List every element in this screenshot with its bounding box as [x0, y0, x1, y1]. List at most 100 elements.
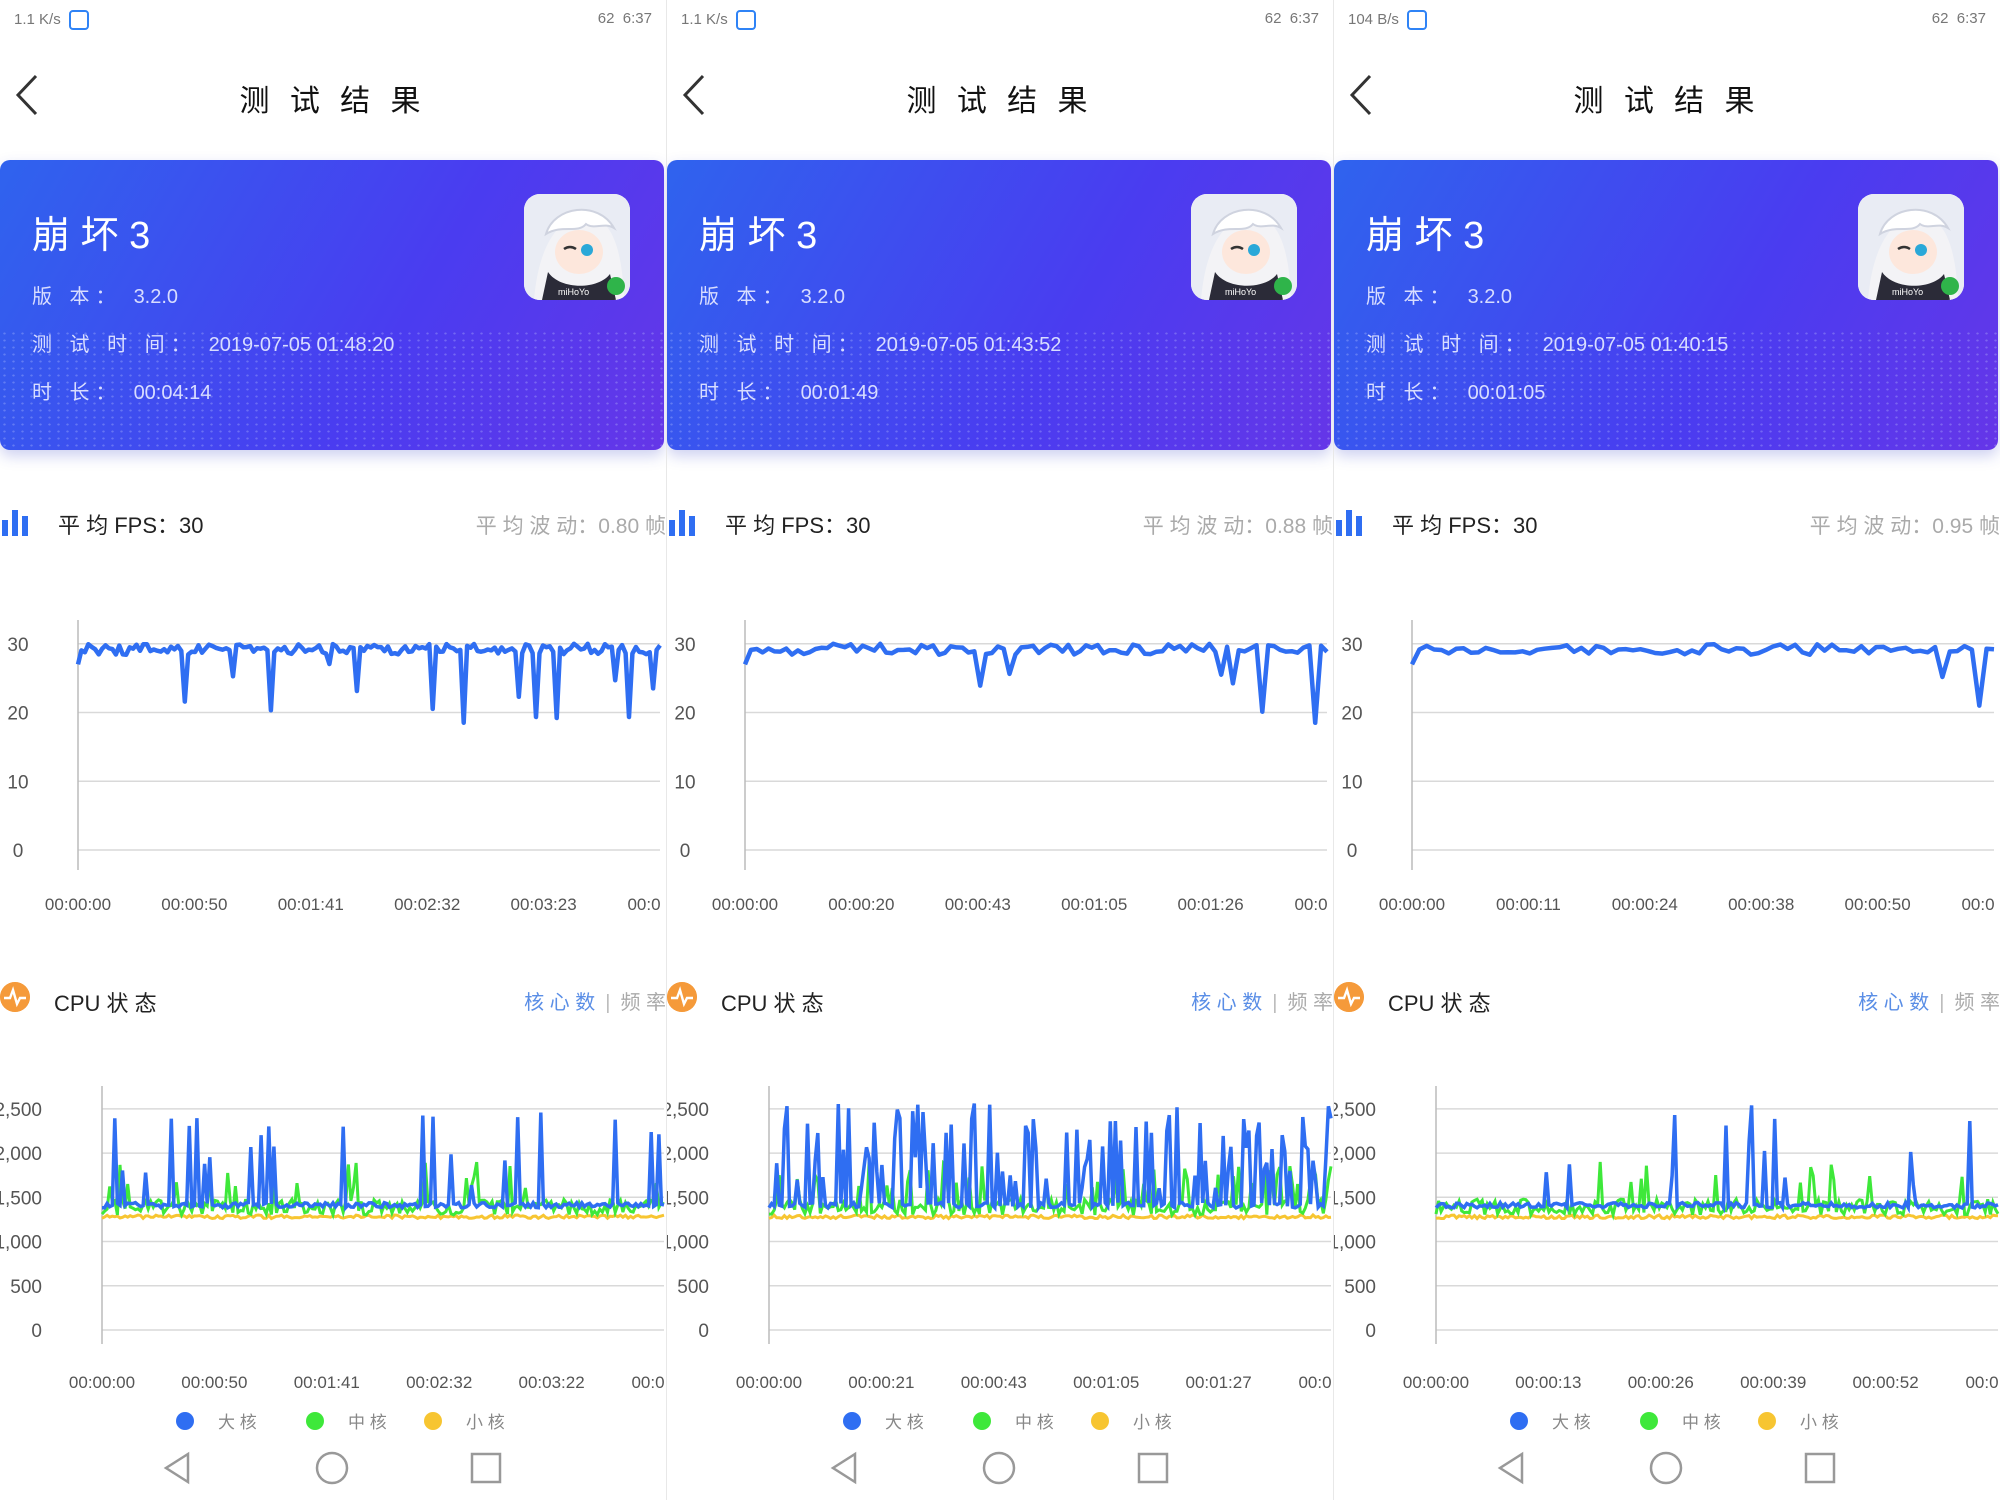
- avg-jitter: 平 均 波 动：0.88 帧: [1142, 515, 1333, 538]
- test-time-value: 2019-07-05 01:43:52: [875, 334, 1062, 356]
- nav-home-button[interactable]: [979, 1448, 1019, 1488]
- game-info-card: 崩 坏 3 miHoYo 版 本： 3.2.0 测 试 时 间： 2019-07-0…: [667, 160, 1331, 450]
- x-tick-label: 00:01:26: [1178, 895, 1244, 914]
- status-bar: 104 B/s 62 6:37: [1334, 0, 2000, 44]
- fps-series-line: [1409, 641, 1995, 708]
- nav-recent-button[interactable]: [1133, 1448, 1173, 1488]
- fps-series-line: [742, 641, 1329, 726]
- big-core-series: [767, 1103, 1333, 1214]
- y-tick-label: 2,500: [667, 1100, 709, 1121]
- x-tick-label: 00:0: [631, 1373, 664, 1392]
- cpu-tabs: 核 心 数 | 频 率: [524, 992, 666, 1014]
- legend-mid-core[interactable]: 中 核: [973, 1408, 1054, 1433]
- x-tick-label: 00:0: [1961, 895, 1994, 914]
- x-tick-label: 00:00:00: [1403, 1373, 1469, 1392]
- nav-recent-button[interactable]: [1800, 1448, 1840, 1488]
- lock-icon: [68, 10, 89, 30]
- network-speed: 104 B/s: [1348, 10, 1399, 28]
- bar-chart-icon: [2, 510, 28, 536]
- test-time-value: 2019-07-05 01:40:15: [1542, 334, 1729, 356]
- legend-big-core[interactable]: 大 核: [843, 1408, 924, 1433]
- top-bar: 测 试 结 果: [1334, 62, 2000, 132]
- small-core-series: [768, 1212, 1332, 1221]
- legend-big-core[interactable]: 大 核: [1510, 1408, 1591, 1433]
- fps-series-line: [75, 641, 662, 725]
- x-tick-label: 00:03:22: [519, 1373, 585, 1392]
- y-tick-label: 2,000: [1334, 1144, 1376, 1165]
- legend-small-core[interactable]: 小 核: [424, 1408, 505, 1433]
- nav-home-button[interactable]: [1646, 1448, 1686, 1488]
- game-name: 崩 坏 3: [32, 215, 151, 257]
- triangle-back-icon: [163, 1451, 190, 1485]
- x-tick-label: 00:00:26: [1628, 1373, 1694, 1392]
- x-tick-label: 00:00:11: [1496, 895, 1561, 914]
- back-button[interactable]: [1344, 70, 1380, 120]
- y-tick-label: 1,000: [0, 1233, 42, 1254]
- tab-frequency[interactable]: 频 率: [1287, 992, 1333, 1014]
- x-tick-label: 00:00:50: [181, 1373, 247, 1392]
- fps-header: 平 均 FPS：30 平 均 波 动：0.95 帧: [1334, 502, 2000, 542]
- avg-jitter-value: 0.80 帧: [598, 515, 666, 538]
- chevron-left-icon: [682, 74, 705, 116]
- game-avatar-image: miHoYo: [1191, 194, 1297, 300]
- system-nav-bar: [0, 1436, 666, 1500]
- fps-header: 平 均 FPS：30 平 均 波 动：0.88 帧: [667, 502, 1333, 542]
- game-app-icon: miHoYo: [524, 194, 630, 300]
- duration-row: 时 长： 00:01:05: [1366, 382, 1546, 404]
- circle-home-icon: [315, 1451, 349, 1485]
- fps-line-chart: 0 10 20 30 00:00:00 00:00:20 00:00:43 00:01:05 0…: [674, 620, 1329, 914]
- card-pattern: [0, 330, 664, 450]
- cpu-header: CPU 状 态 核 心 数 | 频 率: [667, 982, 1333, 1022]
- back-button[interactable]: [10, 70, 46, 120]
- duration-row: 时 长： 00:01:49: [699, 382, 879, 404]
- nav-back-button[interactable]: [158, 1448, 198, 1488]
- test-time-row: 测 试 时 间： 2019-07-05 01:48:20: [32, 334, 395, 356]
- tab-frequency[interactable]: 频 率: [620, 992, 666, 1014]
- x-tick-label: 00:0: [1965, 1373, 1998, 1392]
- y-tick-label: 2,000: [0, 1144, 42, 1165]
- y-tick-label: 10: [674, 772, 695, 793]
- version-value: 3.2.0: [133, 286, 179, 308]
- chevron-left-icon: [15, 74, 38, 116]
- legend-mid-core[interactable]: 中 核: [306, 1408, 387, 1433]
- tab-core-count[interactable]: 核 心 数: [1191, 992, 1263, 1014]
- x-tick-label: 00:01:41: [294, 1373, 360, 1392]
- y-tick-label: 1,000: [1334, 1233, 1376, 1254]
- tab-frequency[interactable]: 频 率: [1954, 992, 2000, 1014]
- nav-back-button[interactable]: [825, 1448, 865, 1488]
- small-core-series: [101, 1212, 665, 1221]
- pulse-icon: [667, 982, 697, 1012]
- pulse-icon: [1334, 982, 1364, 1012]
- legend-mid-core[interactable]: 中 核: [1640, 1408, 1721, 1433]
- publisher-logo: miHoYo: [558, 287, 589, 297]
- version-row: 版 本： 3.2.0: [1366, 286, 1513, 308]
- y-tick-label: 10: [1341, 772, 1362, 793]
- y-tick-label: 1,500: [1334, 1188, 1376, 1209]
- game-avatar-image: miHoYo: [524, 194, 630, 300]
- avg-jitter: 平 均 波 动：0.95 帧: [1809, 515, 2000, 538]
- y-tick-label: 2,000: [667, 1144, 709, 1165]
- system-nav-bar: [1334, 1436, 2000, 1500]
- legend-small-core[interactable]: 小 核: [1091, 1408, 1172, 1433]
- y-tick-label: 2,500: [1334, 1100, 1376, 1121]
- version-value: 3.2.0: [800, 286, 846, 308]
- duration-value: 00:01:05: [1467, 382, 1546, 404]
- back-button[interactable]: [677, 70, 713, 120]
- tab-core-count[interactable]: 核 心 数: [1858, 992, 1930, 1014]
- network-speed: 1.1 K/s: [681, 10, 728, 28]
- square-recent-icon: [1137, 1452, 1169, 1484]
- y-tick-label: 0: [680, 841, 691, 862]
- legend-small-core[interactable]: 小 核: [1758, 1408, 1839, 1433]
- x-tick-label: 00:03:23: [511, 895, 577, 914]
- nav-home-button[interactable]: [312, 1448, 352, 1488]
- nav-back-button[interactable]: [1492, 1448, 1532, 1488]
- x-tick-label: 00:00:24: [1612, 895, 1678, 914]
- tab-core-count[interactable]: 核 心 数: [524, 992, 596, 1014]
- system-nav-bar: [667, 1436, 1333, 1500]
- nav-recent-button[interactable]: [466, 1448, 506, 1488]
- big-core-series: [1434, 1105, 1999, 1214]
- x-tick-label: 00:01:05: [1073, 1373, 1139, 1392]
- legend-big-core[interactable]: 大 核: [176, 1408, 257, 1433]
- bar-chart-icon: [669, 510, 695, 536]
- result-panel: 1.1 K/s 62 6:37 测 试 结 果 崩 坏 3: [666, 0, 1333, 1500]
